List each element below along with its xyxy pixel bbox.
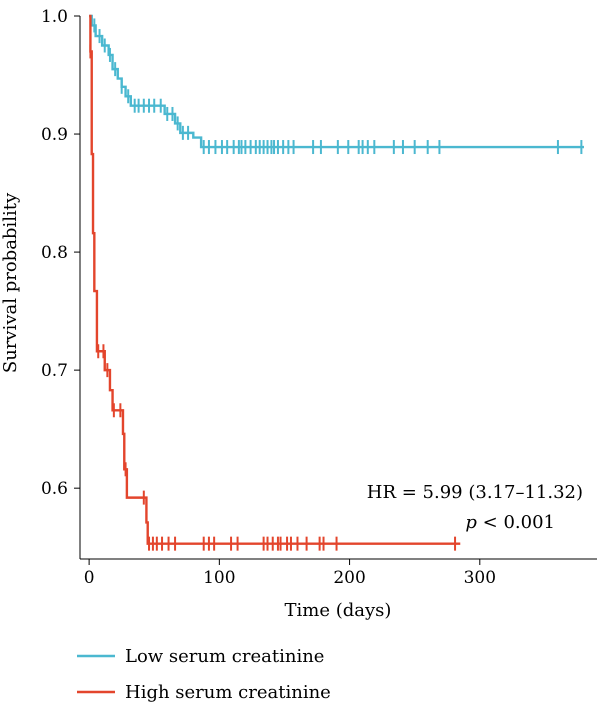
x-axis-label: Time (days) (285, 600, 392, 621)
legend-label-high: High serum creatinine (125, 682, 331, 703)
survival-curves (89, 14, 584, 551)
legend-label-low: Low serum creatinine (125, 646, 324, 667)
x-ticks: 0 100 200 300 (84, 559, 496, 588)
series-low (89, 14, 584, 155)
survival-curve-line (89, 14, 461, 545)
x-tick-label: 100 (203, 568, 235, 588)
axes: 0 100 200 300 0.6 0.7 0.8 0.9 1.0 (41, 7, 597, 588)
hazard-ratio-annotation: HR = 5.99 (3.17–11.32) (367, 482, 583, 503)
y-tick-label: 0.6 (41, 479, 68, 499)
legend: Low serum creatinine High serum creatini… (77, 646, 331, 703)
y-tick-label: 0.8 (41, 243, 68, 263)
y-tick-label: 1.0 (41, 7, 68, 27)
y-tick-label: 0.7 (41, 361, 68, 381)
p-value-annotation: p < 0.001 (465, 512, 555, 533)
x-tick-label: 0 (84, 568, 95, 588)
y-ticks: 0.6 0.7 0.8 0.9 1.0 (41, 7, 80, 499)
series-high (89, 14, 461, 551)
survival-curve-line (89, 14, 584, 149)
x-tick-label: 300 (464, 568, 496, 588)
y-axis-label: Survival probability (0, 192, 21, 373)
legend-item-low: Low serum creatinine (77, 646, 324, 667)
legend-item-high: High serum creatinine (77, 682, 331, 703)
y-tick-label: 0.9 (41, 125, 68, 145)
x-tick-label: 200 (333, 568, 365, 588)
